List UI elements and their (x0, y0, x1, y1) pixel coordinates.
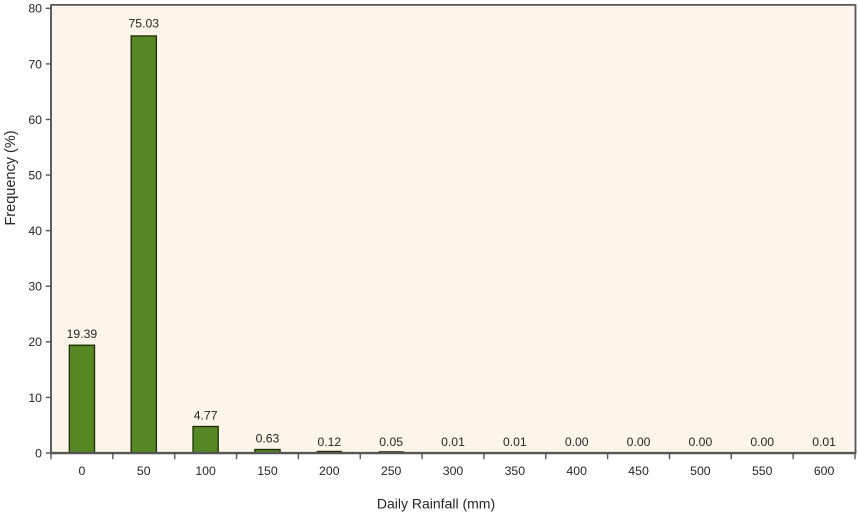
svg-text:40: 40 (28, 224, 42, 238)
svg-text:0.00: 0.00 (750, 435, 774, 449)
svg-text:150: 150 (257, 464, 278, 478)
svg-text:100: 100 (195, 464, 216, 478)
svg-text:350: 350 (505, 464, 526, 478)
svg-text:20: 20 (28, 335, 42, 349)
svg-text:0.63: 0.63 (256, 431, 280, 445)
svg-text:0: 0 (35, 446, 42, 460)
svg-text:80: 80 (28, 2, 42, 16)
svg-text:550: 550 (752, 464, 773, 478)
svg-text:0.12: 0.12 (317, 435, 341, 449)
svg-text:50: 50 (28, 168, 42, 182)
svg-text:600: 600 (814, 464, 835, 478)
svg-text:200: 200 (319, 464, 340, 478)
svg-text:0.05: 0.05 (379, 435, 403, 449)
svg-text:50: 50 (137, 464, 151, 478)
svg-text:Frequency (%): Frequency (%) (3, 130, 19, 225)
svg-text:0.01: 0.01 (503, 435, 527, 449)
svg-text:400: 400 (566, 464, 587, 478)
svg-text:60: 60 (28, 113, 42, 127)
svg-text:300: 300 (443, 464, 464, 478)
svg-text:70: 70 (28, 57, 42, 71)
svg-text:0.01: 0.01 (812, 435, 836, 449)
svg-text:30: 30 (28, 280, 42, 294)
svg-text:450: 450 (628, 464, 649, 478)
svg-text:10: 10 (28, 391, 42, 405)
svg-text:0.01: 0.01 (441, 435, 465, 449)
svg-text:0.00: 0.00 (627, 435, 651, 449)
svg-text:19.39: 19.39 (67, 327, 98, 341)
svg-text:75.03: 75.03 (129, 17, 160, 31)
svg-text:0.00: 0.00 (565, 435, 589, 449)
svg-text:250: 250 (381, 464, 402, 478)
svg-text:Daily Rainfall (mm): Daily Rainfall (mm) (377, 496, 495, 512)
svg-text:4.77: 4.77 (194, 408, 218, 422)
svg-text:500: 500 (690, 464, 711, 478)
svg-text:0.00: 0.00 (689, 435, 713, 449)
svg-text:0: 0 (78, 464, 85, 478)
